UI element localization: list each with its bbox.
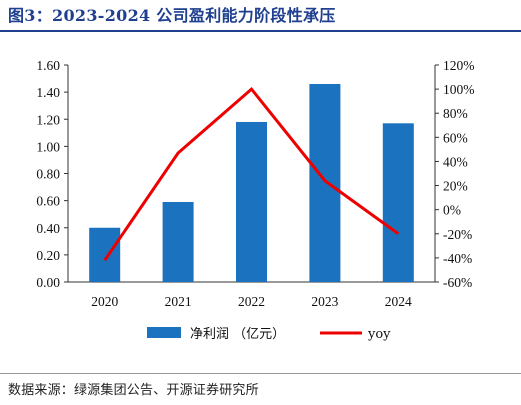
bar-series: [89, 83, 414, 283]
bar: [89, 227, 121, 282]
right-tick-label: 40%: [443, 154, 468, 169]
left-tick-label: 0.60: [36, 194, 60, 209]
right-tick-label: 20%: [443, 179, 468, 194]
x-axis-ticks: 2020 2021 2022 2023 2024: [91, 294, 412, 309]
left-tick-label: 0.00: [36, 275, 60, 290]
right-axis-ticks: -60% -40% -20% 0% 20% 40% 60% 80% 100% 120%: [435, 58, 475, 290]
left-tick-label: 1.60: [36, 58, 60, 73]
source-note: 数据来源：绿源集团公告、开源证券研究所: [8, 383, 259, 398]
right-tick-label: 120%: [443, 58, 475, 73]
legend: 净利润 （亿元） yoy: [147, 327, 391, 342]
title-divider: [0, 30, 521, 32]
line-series: [103, 86, 400, 262]
legend-label-bar: 净利润 （亿元）: [190, 327, 285, 342]
right-tick-label: -60%: [443, 275, 472, 290]
bar: [162, 201, 194, 282]
source-divider: [0, 373, 521, 374]
x-tick-label: 2024: [385, 294, 412, 309]
left-tick-label: 1.40: [36, 85, 60, 100]
chart-title: 图3：2023-2024 公司盈利能力阶段性承压: [8, 6, 336, 25]
legend-swatch-bar: [147, 327, 181, 338]
left-axis-ticks: 0.00 0.20 0.40 0.60 0.80 1.00 1.20 1.40 1.60: [36, 58, 68, 290]
right-tick-label: 60%: [443, 130, 468, 145]
x-tick-label: 2021: [165, 294, 192, 309]
right-tick-label: 100%: [443, 82, 475, 97]
right-tick-label: 80%: [443, 106, 468, 121]
bar: [382, 123, 414, 282]
x-tick-label: 2022: [238, 294, 265, 309]
right-tick-label: -40%: [443, 251, 472, 266]
right-tick-label: 0%: [443, 203, 461, 218]
left-tick-label: 0.20: [36, 248, 60, 263]
combo-chart: 0.00 0.20 0.40 0.60 0.80 1.00 1.20 1.40 1.60 -60…: [36, 58, 475, 342]
left-tick-label: 1.00: [36, 139, 60, 154]
x-tick-label: 2023: [311, 294, 338, 309]
x-tick-label: 2020: [91, 294, 118, 309]
legend-label-line: yoy: [367, 327, 391, 342]
left-tick-label: 1.20: [36, 112, 60, 127]
left-tick-label: 0.80: [36, 167, 60, 182]
right-tick-label: -20%: [443, 227, 472, 242]
bar: [309, 83, 341, 282]
left-tick-label: 0.40: [36, 221, 60, 236]
bar: [236, 121, 267, 283]
